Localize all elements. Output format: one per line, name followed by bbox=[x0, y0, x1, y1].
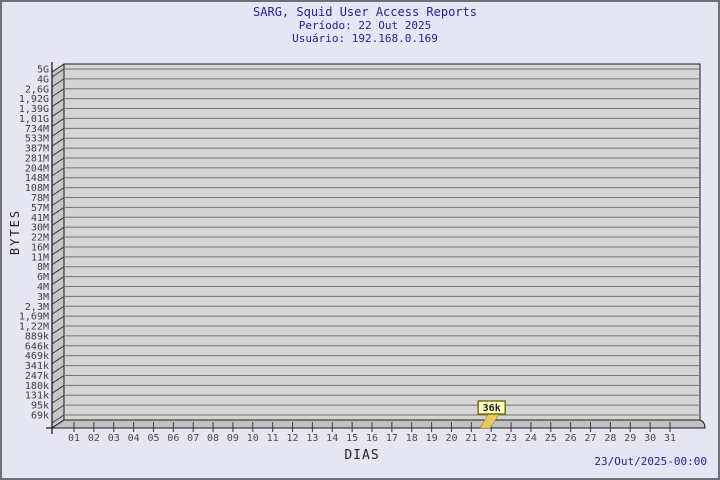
x-tick-label: 06 bbox=[167, 433, 179, 444]
y-tick-label: 5G bbox=[37, 65, 49, 76]
data-point-label-box bbox=[477, 400, 506, 415]
x-tick-label: 02 bbox=[88, 433, 100, 444]
y-axis-tick-labels: 5G4G2,6G1,92G1,39G1,01G734M533M387M281M2… bbox=[19, 65, 49, 422]
chart-title: SARG, Squid User Access Reports bbox=[253, 5, 477, 19]
y-tick-label: 341k bbox=[25, 361, 49, 372]
x-tick-label: 18 bbox=[406, 433, 418, 444]
x-tick-label: 03 bbox=[108, 433, 120, 444]
x-tick-label: 07 bbox=[187, 433, 199, 444]
y-tick-label: 281M bbox=[25, 153, 49, 164]
data-point-label: 36k bbox=[483, 403, 501, 414]
y-axis-label: BYTES bbox=[8, 208, 22, 256]
x-tick-label: 22 bbox=[485, 433, 497, 444]
x-tick-label: 17 bbox=[386, 433, 398, 444]
y-tick-label: 180k bbox=[25, 381, 49, 392]
y-tick-label: 131k bbox=[25, 391, 49, 402]
x-tick-label: 31 bbox=[664, 433, 676, 444]
y-tick-label: 148M bbox=[25, 173, 49, 184]
x-tick-label: 01 bbox=[68, 433, 80, 444]
y-tick-label: 1,39G bbox=[19, 104, 49, 115]
axes bbox=[46, 62, 53, 434]
chart-user: Usuário: 192.168.0.169 bbox=[292, 32, 438, 45]
chart-3d-floor bbox=[50, 419, 706, 429]
y-tick-label: 8M bbox=[37, 262, 49, 273]
x-tick-label: 09 bbox=[227, 433, 239, 444]
y-tick-label: 2,6G bbox=[25, 84, 49, 95]
x-tick-label: 14 bbox=[326, 433, 338, 444]
y-tick-label: 6M bbox=[37, 272, 49, 283]
y-tick-label: 4G bbox=[37, 74, 49, 85]
y-tick-label: 533M bbox=[25, 134, 49, 145]
y-tick-label: 11M bbox=[31, 252, 49, 263]
y-tick-label: 3M bbox=[37, 292, 49, 303]
y-tick-label: 204M bbox=[25, 163, 49, 174]
y-tick-label: 1,01G bbox=[19, 114, 49, 125]
x-tick-label: 26 bbox=[565, 433, 577, 444]
y-tick-label: 387M bbox=[25, 144, 49, 155]
y-tick-label: 1,22M bbox=[19, 322, 49, 333]
x-tick-label: 16 bbox=[366, 433, 378, 444]
x-tick-label: 20 bbox=[445, 433, 457, 444]
x-axis-tick-labels: 01 02 03 04 05 06 07 08 09 10 11 12 13 14 15 16 17 18 19 20… bbox=[68, 433, 676, 444]
x-tick-label: 10 bbox=[247, 433, 259, 444]
y-tick-label: 4M bbox=[37, 282, 49, 293]
x-tick-label: 21 bbox=[465, 433, 477, 444]
x-tick-label: 28 bbox=[604, 433, 616, 444]
x-tick-label: 05 bbox=[147, 433, 159, 444]
y-tick-label: 247k bbox=[25, 371, 49, 382]
y-tick-label: 57M bbox=[31, 203, 49, 214]
y-tick-label: 41M bbox=[31, 213, 49, 224]
x-axis-label: DIAS bbox=[344, 448, 380, 463]
x-axis-ticks bbox=[73, 422, 671, 432]
generation-timestamp: 23/Out/2025-00:00 bbox=[594, 455, 707, 468]
x-tick-label: 11 bbox=[267, 433, 279, 444]
y-tick-label: 16M bbox=[31, 242, 49, 253]
y-tick-label: 95k bbox=[31, 401, 49, 412]
y-tick-label: 22M bbox=[31, 233, 49, 244]
y-tick-label: 646k bbox=[25, 341, 49, 352]
y-tick-label: 2,3M bbox=[25, 302, 49, 313]
y-tick-label: 889k bbox=[25, 331, 49, 342]
y-tick-label: 1,92G bbox=[19, 94, 49, 105]
x-tick-label: 27 bbox=[585, 433, 597, 444]
x-tick-label: 24 bbox=[525, 433, 537, 444]
y-tick-label: 30M bbox=[31, 223, 49, 234]
x-tick-label: 08 bbox=[207, 433, 219, 444]
y-tick-label: 108M bbox=[25, 183, 49, 194]
y-axis-ticks bbox=[51, 68, 65, 424]
data-point-marker: 36k bbox=[477, 400, 506, 429]
gridlines bbox=[64, 68, 700, 416]
y-tick-label: 469k bbox=[25, 351, 49, 362]
chart-header: SARG, Squid User Access Reports Período:… bbox=[5, 5, 718, 46]
x-tick-label: 25 bbox=[545, 433, 557, 444]
chart-3d-left-wall bbox=[51, 63, 65, 429]
x-tick-label: 04 bbox=[128, 433, 140, 444]
x-tick-label: 23 bbox=[505, 433, 517, 444]
y-tick-label: 78M bbox=[31, 193, 49, 204]
x-tick-label: 19 bbox=[426, 433, 438, 444]
plot-area bbox=[63, 63, 701, 421]
x-tick-label: 30 bbox=[644, 433, 656, 444]
x-tick-label: 29 bbox=[624, 433, 636, 444]
x-tick-label: 15 bbox=[346, 433, 358, 444]
y-tick-label: 1,69M bbox=[19, 312, 49, 323]
y-tick-label: 69k bbox=[31, 411, 49, 422]
x-tick-label: 12 bbox=[287, 433, 299, 444]
y-tick-label: 734M bbox=[25, 124, 49, 135]
x-tick-label: 13 bbox=[306, 433, 318, 444]
chart-period: Período: 22 Out 2025 bbox=[298, 19, 432, 32]
